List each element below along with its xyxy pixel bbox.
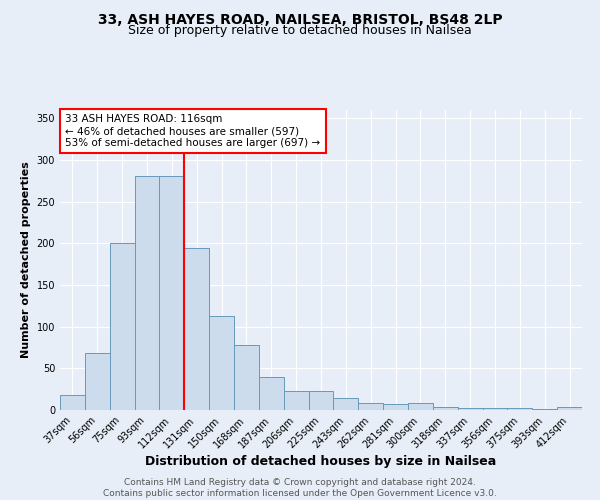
Bar [532,409,557,410]
Bar [557,406,582,410]
Text: 33, ASH HAYES ROAD, NAILSEA, BRISTOL, BS48 2LP: 33, ASH HAYES ROAD, NAILSEA, BRISTOL, BS… [98,12,502,26]
Text: Contains HM Land Registry data © Crown copyright and database right 2024.
Contai: Contains HM Land Registry data © Crown c… [103,478,497,498]
Text: Size of property relative to detached houses in Nailsea: Size of property relative to detached ho… [128,24,472,37]
Bar [383,404,408,410]
Bar [85,354,110,410]
X-axis label: Distribution of detached houses by size in Nailsea: Distribution of detached houses by size … [145,456,497,468]
Bar [508,408,532,410]
Bar [458,408,482,410]
Bar [60,395,85,410]
Bar [234,345,259,410]
Bar [433,406,458,410]
Bar [184,248,209,410]
Bar [482,408,508,410]
Bar [134,176,160,410]
Bar [334,398,358,410]
Text: 33 ASH HAYES ROAD: 116sqm
← 46% of detached houses are smaller (597)
53% of semi: 33 ASH HAYES ROAD: 116sqm ← 46% of detac… [65,114,320,148]
Bar [209,316,234,410]
Bar [110,244,134,410]
Bar [308,391,334,410]
Bar [259,376,284,410]
Bar [160,176,184,410]
Y-axis label: Number of detached properties: Number of detached properties [21,162,31,358]
Bar [284,391,308,410]
Bar [408,404,433,410]
Bar [358,404,383,410]
